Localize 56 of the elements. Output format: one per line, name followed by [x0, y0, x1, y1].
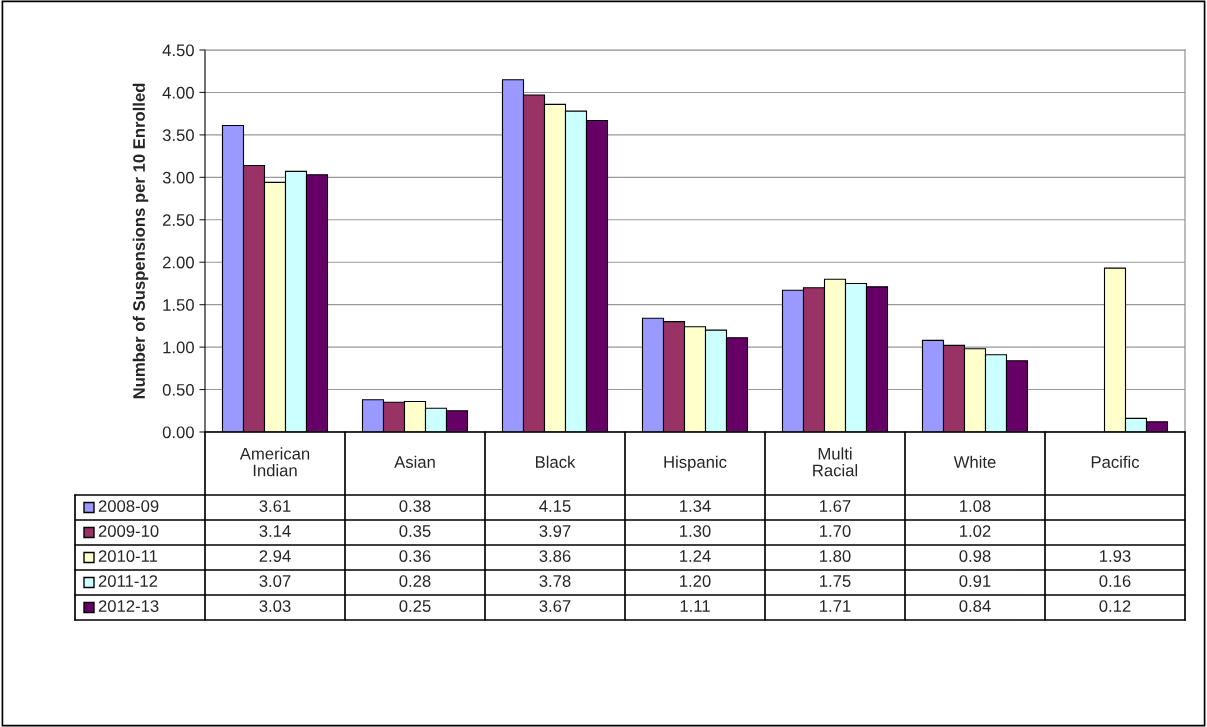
data-label: 1.75 — [820, 575, 851, 587]
data-label: 0.25 — [399, 600, 431, 612]
data-label: 1.30 — [680, 525, 711, 537]
data-label: 0.16 — [1099, 575, 1131, 587]
data-label: 3.03 — [259, 600, 291, 612]
data-label: 1.24 — [680, 550, 711, 562]
x-tick-label: American Indian — [239, 447, 310, 477]
data-label: 1.71 — [820, 600, 851, 612]
x-tick-label: Hispanic — [664, 455, 727, 472]
data-label: 0.38 — [399, 500, 431, 512]
data-label: 1.02 — [960, 525, 991, 537]
data-label: 1.80 — [820, 550, 851, 562]
data-label: 1.08 — [960, 500, 991, 512]
legend-label: 2008-09 — [98, 500, 159, 512]
y-tick-label: 3.50 — [162, 129, 194, 142]
data-label: 4.15 — [539, 500, 571, 512]
data-label: 1.11 — [680, 600, 710, 612]
y-tick-label: 1.00 — [163, 341, 194, 354]
data-label: 3.67 — [539, 600, 571, 612]
y-tick-label: 0.50 — [162, 383, 194, 396]
data-label: 1.34 — [680, 500, 711, 512]
data-label: 0.35 — [399, 525, 431, 537]
data-label: 1.67 — [820, 500, 851, 512]
y-tick-label: 3.00 — [162, 171, 194, 184]
x-tick-label: Multi Racial — [813, 447, 858, 477]
legend-label: 2009-10 — [98, 525, 159, 537]
y-tick-label: 0.00 — [162, 426, 194, 439]
data-label: 2.94 — [259, 550, 291, 562]
data-label: 3.97 — [539, 525, 571, 537]
x-tick-label: Black — [535, 455, 576, 468]
data-label: 1.70 — [820, 525, 851, 537]
data-label: 0.12 — [1099, 600, 1131, 612]
legend-label: 2011-12 — [98, 575, 158, 587]
x-tick-label: Pacific — [1091, 455, 1140, 468]
data-label: 1.20 — [680, 575, 711, 587]
y-tick-label: 4.50 — [162, 44, 194, 57]
y-tick-label: 4.00 — [162, 86, 194, 99]
y-tick-label: 1.50 — [163, 299, 194, 311]
legend-label: 2010-11 — [98, 550, 158, 562]
data-label: 1.93 — [1100, 550, 1131, 562]
x-tick-label: Asian — [394, 455, 435, 468]
y-tick-label: 2.50 — [162, 214, 194, 226]
data-label: 3.61 — [259, 500, 291, 512]
x-tick-label: White — [953, 455, 996, 468]
data-label: 0.91 — [959, 575, 991, 587]
data-label: 3.07 — [259, 575, 291, 587]
data-label: 3.78 — [539, 575, 571, 587]
data-label: 0.28 — [399, 575, 431, 587]
y-tick-label: 2.00 — [162, 256, 194, 269]
data-label: 3.86 — [539, 550, 571, 562]
y-axis-title: Number of Suspensions per 10 Enrolled — [132, 83, 149, 399]
data-label: 0.98 — [959, 550, 991, 562]
legend-label: 2012-13 — [98, 600, 159, 612]
data-label: 3.14 — [259, 525, 291, 537]
data-label: 0.36 — [399, 550, 431, 562]
data-label: 0.84 — [959, 600, 991, 612]
